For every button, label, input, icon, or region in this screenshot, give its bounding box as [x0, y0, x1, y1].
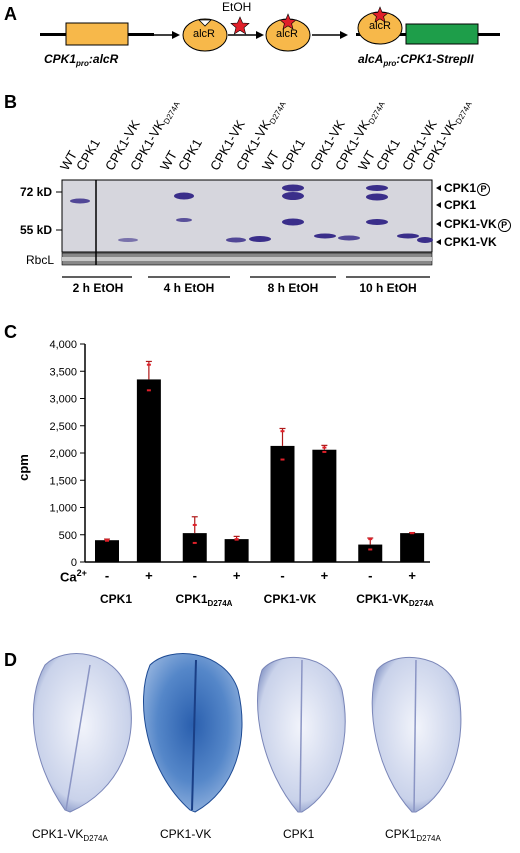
band-label-cpk1p: CPK1 P [444, 181, 491, 196]
leaf-1 [32, 653, 132, 813]
ca-sign: - [193, 568, 197, 583]
y-tick-label: 3,000 [49, 394, 77, 406]
group-label: CPK1D274A [175, 592, 233, 608]
bar [358, 544, 383, 562]
alcr-protein-bound [357, 11, 403, 45]
bar [136, 379, 161, 562]
time-label-8h: 8 h EtOH [267, 281, 319, 295]
panel-letter-a: A [4, 4, 17, 24]
leaf-label-2: CPK1-VK [160, 827, 212, 841]
alcr-protein-2 [265, 18, 311, 52]
leaf-label-3: CPK1 [283, 827, 315, 841]
bar [224, 539, 249, 562]
bar [400, 533, 425, 562]
etoh-star-icon [230, 16, 250, 35]
ca-row-label: Ca2+ [60, 568, 87, 585]
panel-letter-d: D [4, 650, 17, 670]
alcr-label-1: alcR [193, 28, 216, 40]
group-label: CPK1-VK [263, 592, 317, 606]
band-label-vkp: CPK1-VK P [444, 217, 511, 232]
y-tick-label: 2,000 [49, 448, 77, 460]
leaf-3 [257, 657, 346, 813]
panel-letter-c: C [4, 322, 17, 342]
ca-sign: - [280, 568, 284, 583]
leaf-2 [143, 653, 243, 813]
band-label-vk: CPK1-VK [444, 235, 497, 249]
group-label: CPK1-VKD274A [356, 592, 434, 608]
panel-a-diagram [40, 6, 500, 52]
alcr-protein-1 [182, 18, 228, 52]
band-label-cpk1: CPK1 [444, 198, 477, 212]
y-tick-label: 1,500 [49, 475, 77, 487]
rbcl-label: RbcL [26, 253, 55, 267]
ca-sign: + [321, 568, 329, 583]
alcr-label-2: alcR [276, 28, 299, 40]
mw-55kd: 55 kD [20, 223, 53, 237]
ca-sign: - [368, 568, 372, 583]
construct2-label: alcApro:CPK1-StrepII [358, 52, 474, 68]
bound-star-icon [279, 13, 297, 30]
ca-sign: - [105, 568, 109, 583]
leaf-label-4: CPK1D274A [385, 827, 441, 843]
y-tick-label: 500 [59, 530, 77, 542]
y-tick-label: 3,500 [49, 366, 77, 378]
alcr-label-3: alcR [369, 20, 392, 32]
bar [182, 533, 207, 562]
phospho-icon: P [497, 219, 511, 232]
bar [270, 445, 295, 562]
time-label-4h: 4 h EtOH [163, 281, 215, 295]
bar [95, 540, 119, 562]
panel-letter-b: B [4, 92, 17, 112]
ca-sign: + [408, 568, 416, 583]
time-label-10h: 10 h EtOH [359, 281, 417, 295]
ca-sign: + [233, 568, 241, 583]
western-blot [56, 179, 441, 278]
phospho-icon: P [477, 183, 491, 196]
mw-72kd: 72 kD [20, 185, 53, 199]
y-tick-label: 1,000 [49, 503, 77, 515]
group-label: CPK1 [99, 592, 132, 606]
leaf-label-1: CPK1-VKD274A [32, 827, 108, 843]
construct1-label: CPK1pro:alcR [44, 52, 119, 68]
etoh-label: EtOH [222, 0, 252, 14]
bound-star-icon-2 [371, 6, 389, 23]
leaf-4 [371, 657, 462, 813]
y-tick-label: 0 [71, 557, 77, 569]
time-label-2h: 2 h EtOH [72, 281, 124, 295]
y-tick-label: 4,000 [49, 339, 77, 351]
ca-sign: + [145, 568, 153, 583]
y-tick-label: 2,500 [49, 421, 77, 433]
bar [312, 449, 337, 562]
